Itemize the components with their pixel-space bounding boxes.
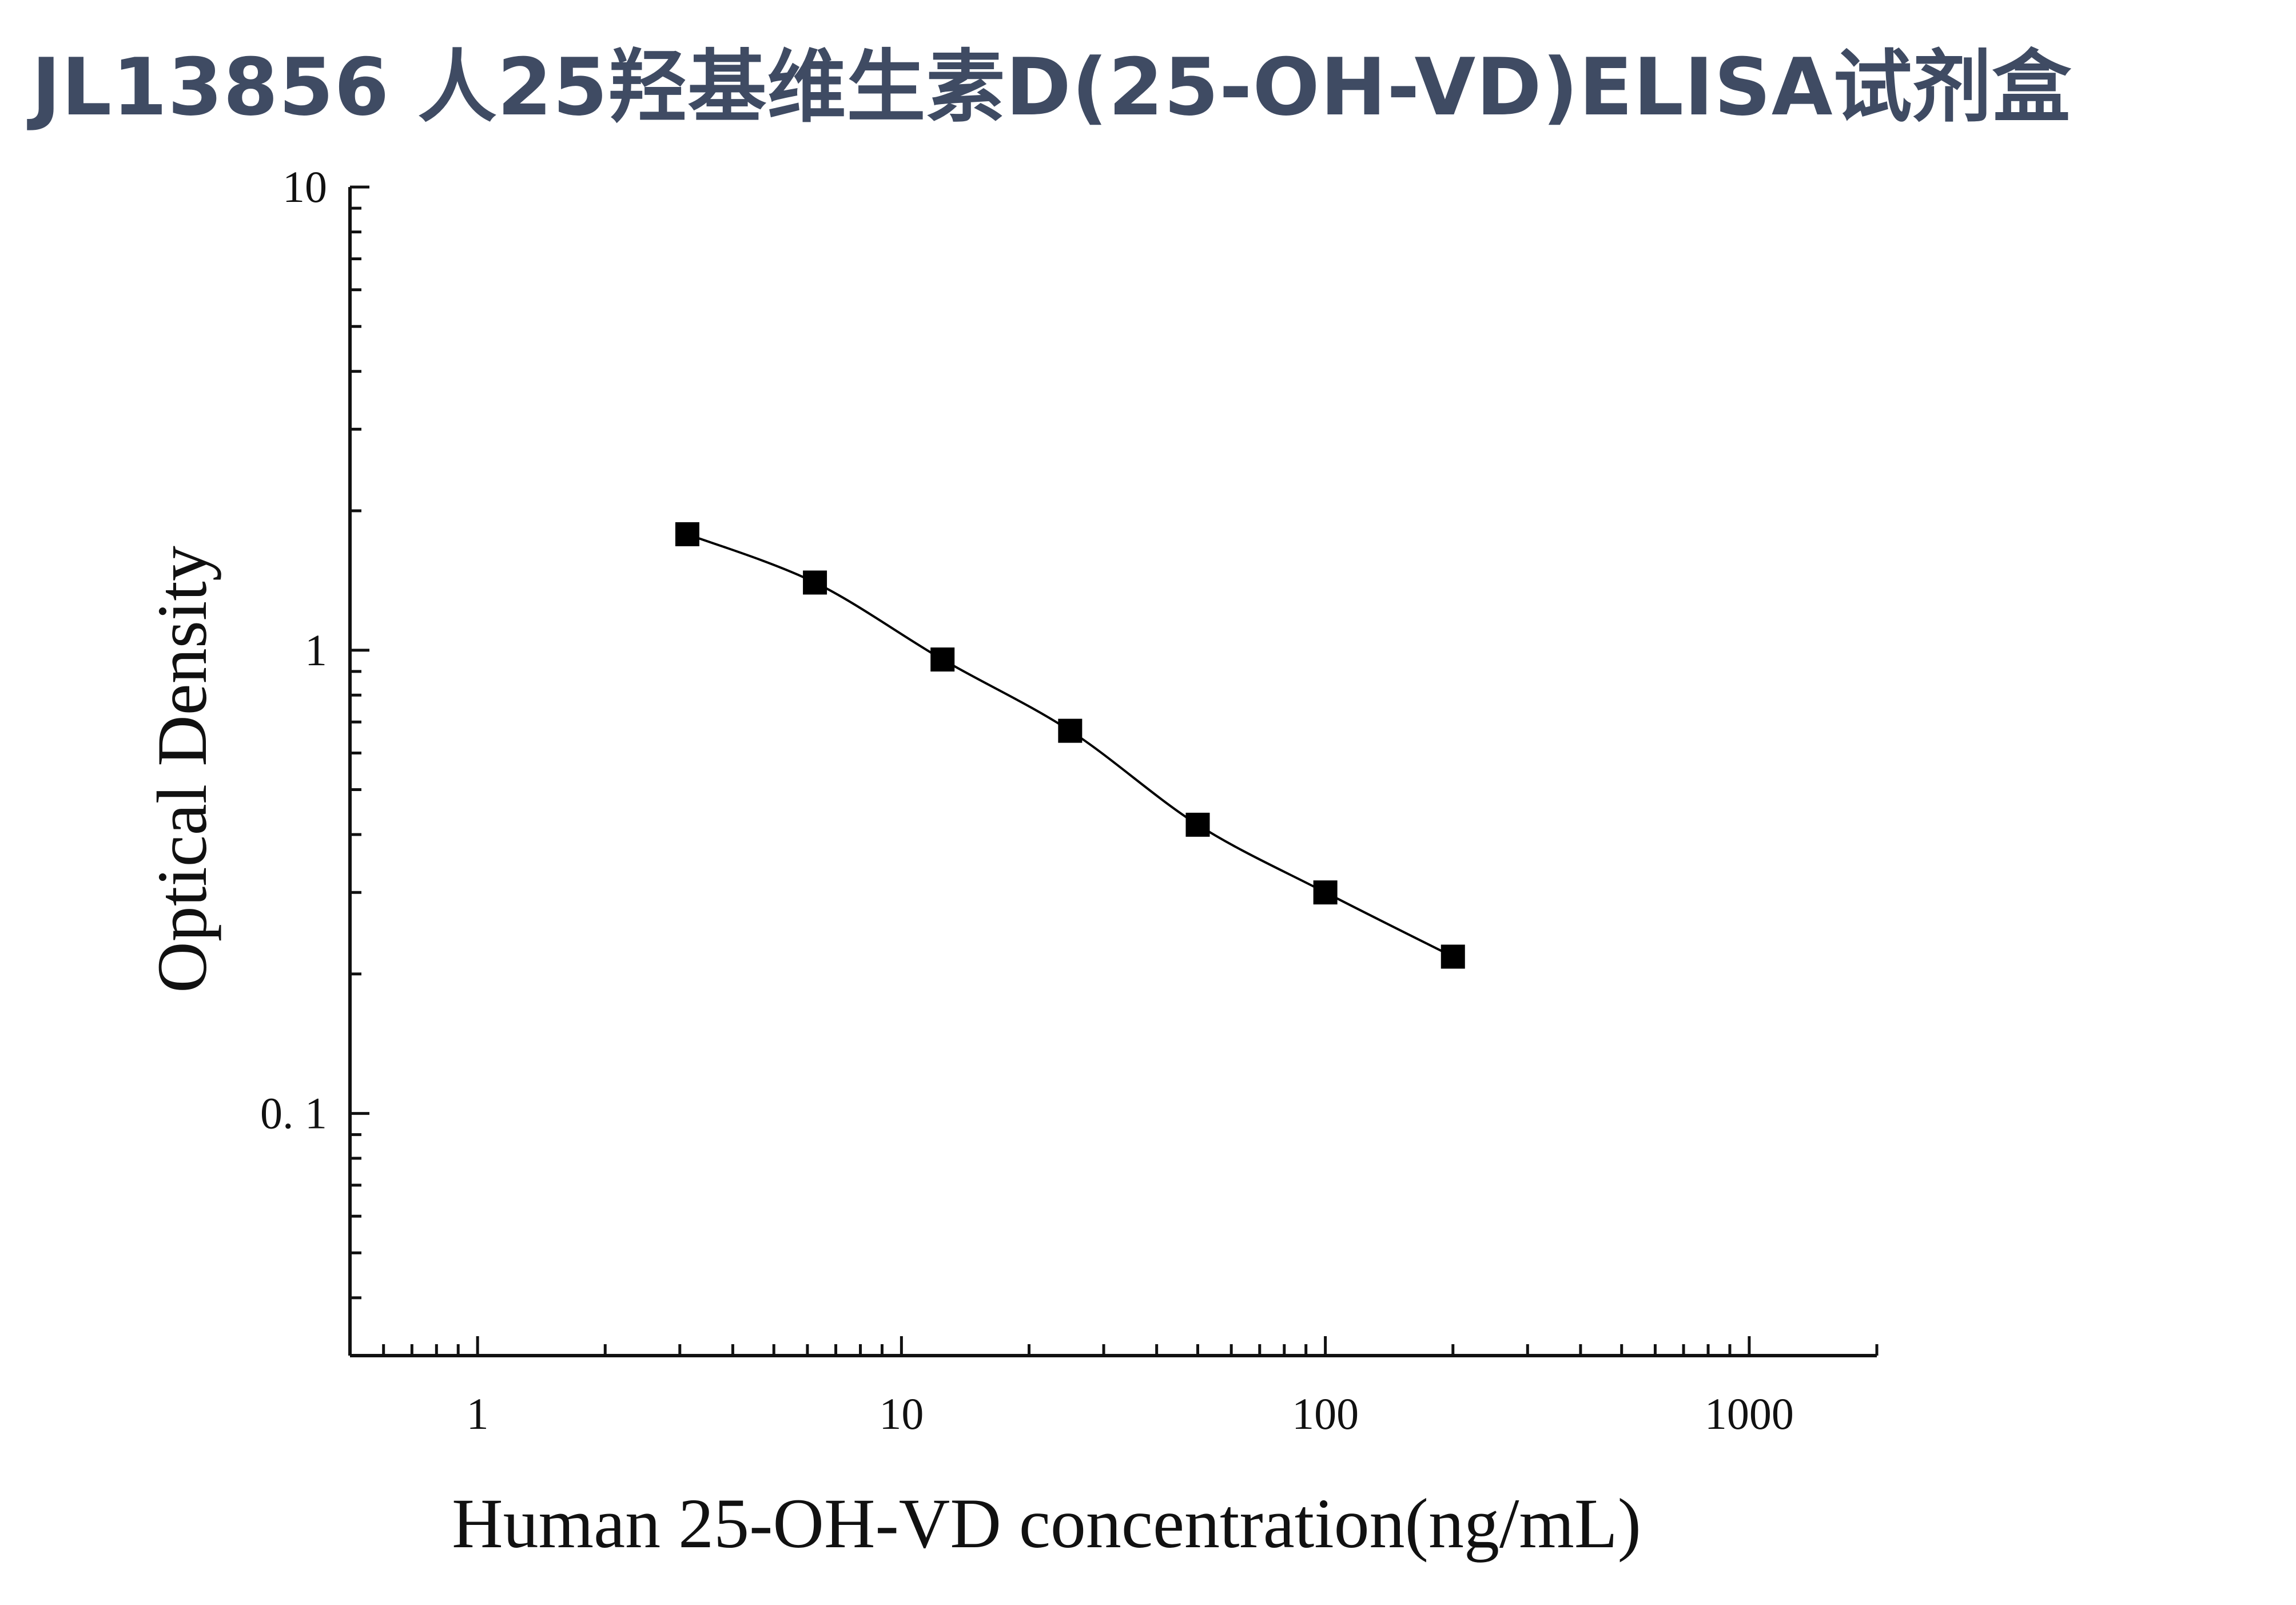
y-tick-label: 10 [282,162,327,212]
data-point [1058,718,1083,743]
data-point [1185,812,1210,837]
x-axis-title: Human 25-OH-VD concentration(ng/mL) [452,1484,1641,1563]
fit-curve [687,533,1454,958]
fit-curve-layer [687,533,1454,958]
y-tick-label: 1 [305,625,327,675]
x-tick-label: 10 [879,1389,924,1439]
x-tick-label: 1 [467,1389,489,1439]
y-tick-label: 0. 1 [260,1088,327,1138]
data-point [930,647,955,672]
page-title: JL13856 人25羟基维生素D(25-OH-VD)ELISA试剂盒 [31,41,2072,133]
data-point [675,522,699,547]
data-point [1441,944,1465,969]
data-point [1313,880,1338,905]
y-axis-title: Optical Density [143,546,221,993]
data-point [803,570,827,595]
axes: 1 10 100 1000 0. 1 1 10 [260,162,1879,1439]
x-tick-label: 1000 [1705,1389,1794,1439]
data-points [675,522,1465,969]
x-tick-label: 100 [1292,1389,1359,1439]
